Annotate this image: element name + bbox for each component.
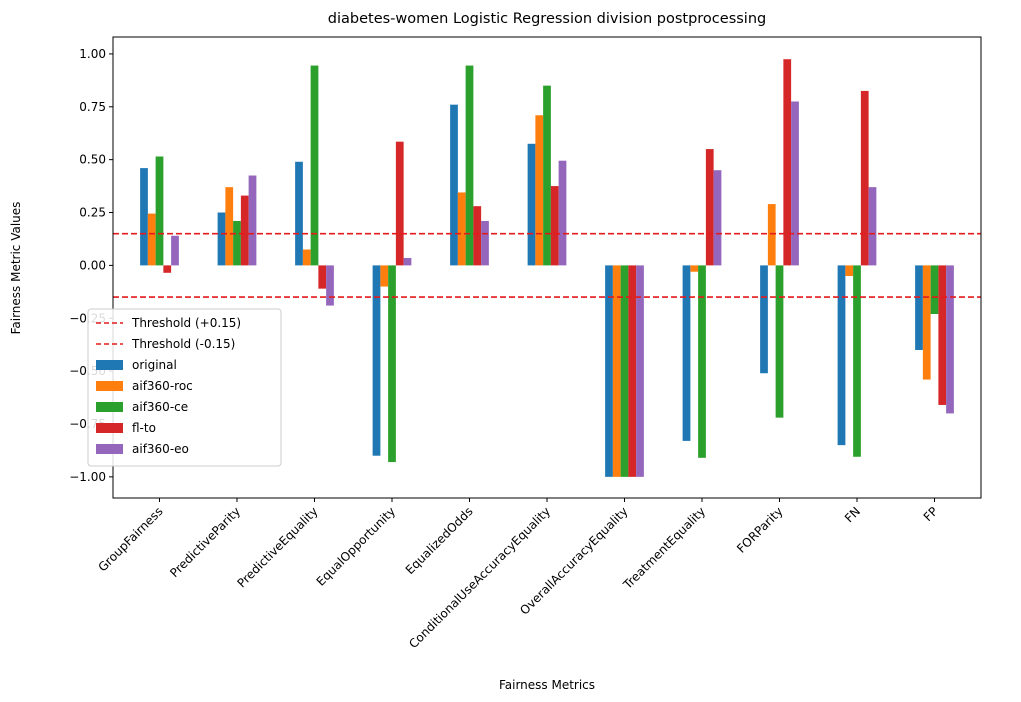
bar-aif360-roc-FORParity (767, 204, 776, 266)
x-axis-label: Fairness Metrics (499, 678, 595, 692)
bar-aif360-roc-TreatmentEquality (690, 265, 699, 272)
bar-fl-to-PredictiveParity (240, 195, 249, 266)
bar-aif360-eo-TreatmentEquality (713, 170, 722, 266)
bar-fl-to-TreatmentEquality (705, 149, 714, 266)
legend-label: fl-to (132, 421, 156, 435)
bar-aif360-roc-FN (845, 265, 854, 276)
x-tick-label: PredictiveEquality (234, 504, 320, 590)
legend-label: aif360-eo (132, 442, 189, 456)
bar-aif360-ce-PredictiveParity (233, 220, 241, 266)
legend-swatch-original (96, 360, 123, 370)
legend-label: aif360-ce (132, 400, 188, 414)
bar-aif360-roc-PredictiveEquality (302, 249, 311, 266)
bar-fl-to-EqualOpportunity (395, 141, 404, 266)
bar-aif360-roc-GroupFairness (147, 213, 156, 266)
legend-label: Threshold (-0.15) (131, 337, 235, 351)
x-tick-label: GroupFairness (95, 504, 165, 574)
bar-aif360-roc-PredictiveParity (225, 187, 234, 266)
bar-original-OverallAccuracyEquality (605, 265, 613, 477)
bar-original-PredictiveParity (217, 212, 226, 266)
bar-aif360-eo-GroupFairness (171, 235, 179, 266)
bar-aif360-eo-FP (946, 265, 954, 414)
bar-original-PredictiveEquality (295, 161, 303, 266)
bar-fl-to-PredictiveEquality (318, 265, 327, 289)
bar-aif360-eo-FORParity (791, 101, 799, 266)
bar-aif360-ce-PredictiveEquality (310, 65, 319, 266)
y-tick-label: −1.00 (69, 470, 106, 484)
bar-aif360-roc-EqualizedOdds (457, 192, 466, 266)
bar-fl-to-GroupFairness (163, 265, 172, 273)
legend-swatch-aif360-eo (96, 444, 123, 454)
bar-aif360-ce-OverallAccuracyEquality (620, 265, 629, 477)
x-tick-label: FORParity (734, 504, 785, 555)
bar-original-FN (837, 265, 846, 446)
legend-swatch-aif360-ce (96, 402, 123, 412)
x-tick-label: EqualOpportunity (314, 504, 399, 589)
bar-original-EqualizedOdds (450, 104, 458, 266)
bar-aif360-roc-FP (922, 265, 931, 380)
bar-fl-to-FN (860, 90, 869, 266)
bar-original-EqualOpportunity (372, 265, 381, 456)
plot-frame (112, 36, 982, 499)
bar-aif360-ce-EqualOpportunity (388, 265, 396, 463)
bar-aif360-eo-EqualOpportunity (403, 257, 412, 266)
legend-swatch-fl-to (96, 423, 123, 433)
x-tick-label: FP (921, 504, 941, 524)
legend-box (87, 308, 282, 467)
y-tick-label: 1.00 (79, 47, 106, 61)
x-tick-label: ConditionalUseAccuracyEquality (406, 504, 553, 651)
x-tick-label: EqualizedOdds (403, 504, 476, 577)
bar-aif360-eo-PredictiveEquality (326, 265, 334, 306)
bar-aif360-ce-FORParity (775, 265, 784, 418)
bar-aif360-eo-FN (868, 187, 877, 266)
y-tick-label: 0.00 (79, 258, 106, 272)
bar-aif360-ce-GroupFairness (155, 156, 164, 266)
bar-original-GroupFairness (140, 168, 148, 266)
bar-aif360-eo-PredictiveParity (248, 175, 257, 266)
legend-label: original (132, 358, 177, 372)
bar-aif360-ce-FN (853, 265, 861, 457)
x-tick-label: FN (842, 504, 863, 525)
bar-fl-to-ConditionalUseAccuracyEquality (550, 186, 559, 266)
bar-fl-to-FP (938, 265, 947, 405)
legend-label: Threshold (+0.15) (131, 316, 241, 330)
bar-fl-to-FORParity (783, 59, 792, 266)
bar-aif360-eo-ConditionalUseAccuracyEquality (558, 160, 567, 266)
bar-aif360-roc-ConditionalUseAccuracyEquality (535, 115, 544, 266)
bar-fl-to-EqualizedOdds (473, 206, 482, 266)
chart-title: diabetes-women Logistic Regression divis… (328, 11, 766, 27)
bar-original-FP (915, 265, 923, 350)
bar-aif360-ce-TreatmentEquality (698, 265, 706, 458)
bar-fl-to-OverallAccuracyEquality (628, 265, 637, 477)
bar-aif360-ce-ConditionalUseAccuracyEquality (543, 85, 551, 266)
bar-aif360-eo-OverallAccuracyEquality (636, 265, 644, 477)
bar-original-FORParity (760, 265, 768, 374)
y-axis-label: Fairness Metric Values (9, 202, 23, 335)
bar-aif360-roc-EqualOpportunity (380, 265, 389, 287)
bar-aif360-ce-FP (930, 265, 939, 315)
y-tick-label: 0.75 (79, 100, 106, 114)
legend-label: aif360-roc (132, 379, 193, 393)
y-tick-label: 0.25 (79, 206, 106, 220)
bar-original-TreatmentEquality (682, 265, 691, 441)
bar-aif360-roc-OverallAccuracyEquality (612, 265, 621, 477)
bar-aif360-ce-EqualizedOdds (465, 65, 474, 266)
bar-original-ConditionalUseAccuracyEquality (527, 143, 536, 266)
legend: Threshold (+0.15) Threshold (-0.15) origin… (87, 308, 282, 467)
x-tick-label: TreatmentEquality (620, 504, 708, 592)
x-tick-label: PredictiveParity (167, 504, 243, 580)
legend-swatch-aif360-roc (96, 381, 123, 391)
y-tick-label: 0.50 (79, 153, 106, 167)
bar-aif360-eo-EqualizedOdds (481, 220, 489, 266)
